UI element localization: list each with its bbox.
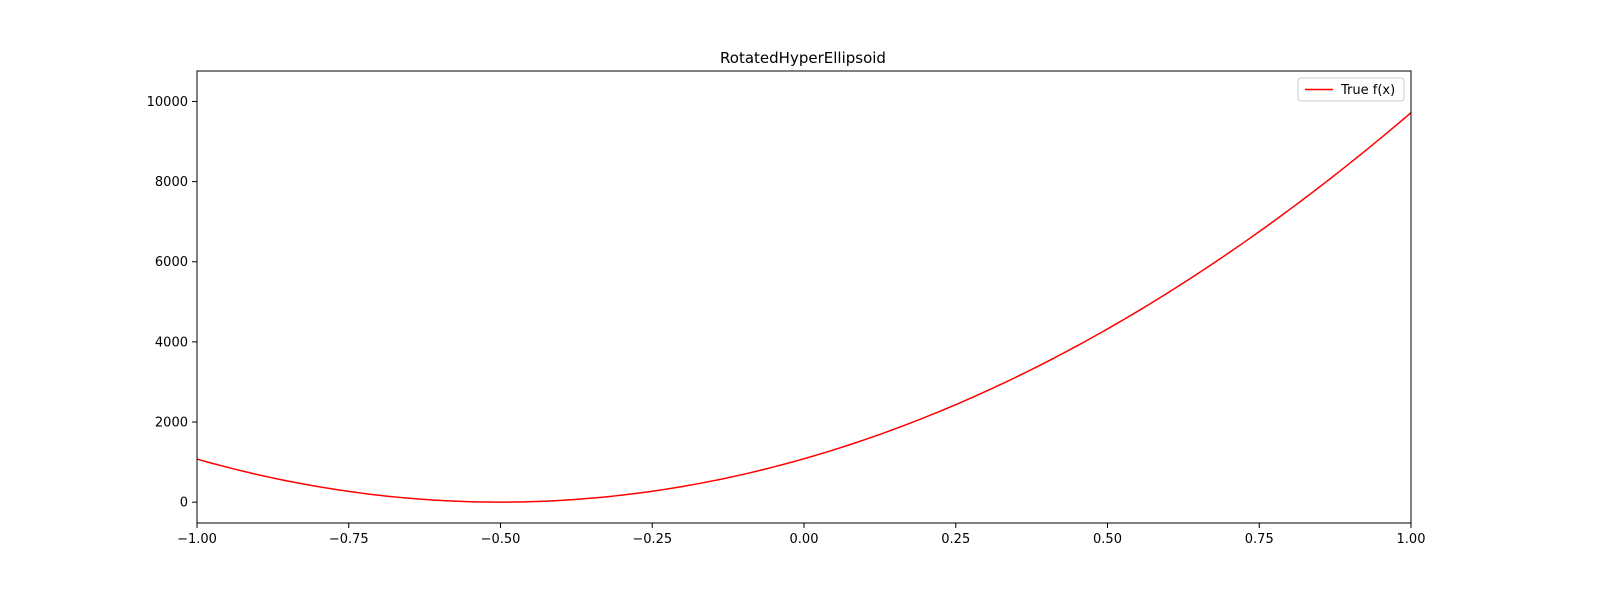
y-tick-label: 4000 bbox=[155, 335, 188, 350]
series-line-0 bbox=[196, 112, 1412, 503]
chart-title: RotatedHyperEllipsoid bbox=[720, 49, 886, 67]
x-tick-label: 0.00 bbox=[790, 532, 819, 547]
x-tick-label: −0.50 bbox=[481, 532, 521, 547]
y-tick-label: 6000 bbox=[155, 255, 188, 270]
plot-frame bbox=[196, 70, 1412, 524]
y-tick-label: 8000 bbox=[155, 175, 188, 190]
legend-label: True f(x) bbox=[1340, 83, 1395, 98]
x-tick-label: 0.75 bbox=[1245, 532, 1274, 547]
y-tick-label: 2000 bbox=[155, 416, 188, 431]
x-axis: −1.00 −0.75 −0.50 −0.25 0.00 0.25 0.50 0.75 1.00 bbox=[177, 523, 1425, 547]
x-tick-label: −0.25 bbox=[632, 532, 672, 547]
legend: True f(x) bbox=[1297, 77, 1405, 102]
x-tick-label: −1.00 bbox=[177, 532, 217, 547]
legend-box bbox=[1297, 77, 1405, 102]
x-tick-label: 0.50 bbox=[1093, 532, 1122, 547]
y-axis: 0 2000 4000 6000 8000 10000 bbox=[147, 95, 197, 511]
y-tick-label: 0 bbox=[180, 496, 188, 511]
y-tick-label: 10000 bbox=[147, 95, 188, 110]
series-layer bbox=[196, 112, 1412, 503]
x-tick-label: 0.25 bbox=[941, 532, 970, 547]
x-tick-label: 1.00 bbox=[1397, 532, 1426, 547]
x-tick-label: −0.75 bbox=[329, 532, 369, 547]
